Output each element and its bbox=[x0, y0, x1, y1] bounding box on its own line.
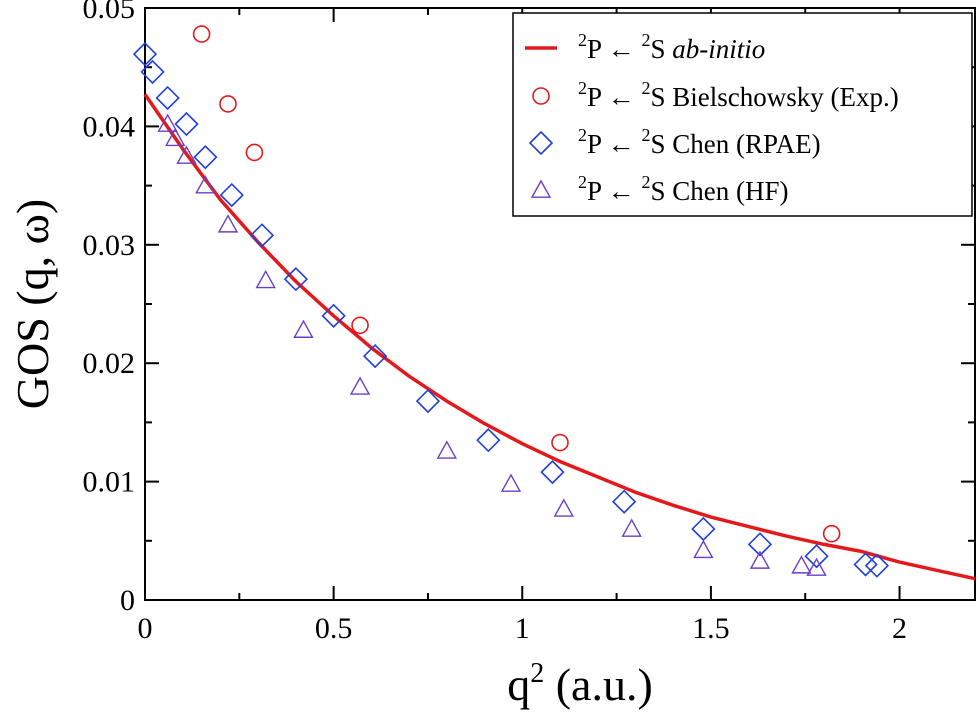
data-point-diamond bbox=[415, 388, 441, 414]
x-axis-title: q2 (a.u.) bbox=[507, 658, 653, 710]
data-point-diamond bbox=[283, 267, 309, 292]
data-point-triangle bbox=[195, 175, 216, 194]
data-point-diamond bbox=[174, 111, 199, 137]
data-point-triangle bbox=[553, 498, 574, 517]
data-point-triangle bbox=[500, 473, 522, 492]
data-point-diamond bbox=[864, 553, 890, 578]
y-tick-label: 0.04 bbox=[83, 110, 136, 143]
data-point-circle bbox=[351, 316, 369, 335]
y-axis-title: GOS (q, ω) bbox=[7, 199, 58, 409]
data-point-triangle bbox=[164, 127, 186, 147]
data-point-diamond bbox=[155, 85, 180, 111]
legend-entry-1: 2P ← 2S Bielschowsky (Exp.) bbox=[578, 78, 899, 112]
data-point-triangle bbox=[621, 518, 642, 537]
data-point-triangle bbox=[157, 113, 178, 132]
data-point-diamond bbox=[132, 42, 158, 67]
data-point-triangle bbox=[791, 555, 812, 574]
x-tick-label: 0.5 bbox=[315, 612, 353, 645]
data-point-diamond bbox=[612, 489, 637, 514]
x-tick-label: 0 bbox=[138, 612, 153, 645]
data-point-triangle bbox=[436, 440, 458, 459]
legend-swatch-diamond bbox=[528, 130, 554, 156]
data-point-triangle bbox=[749, 550, 771, 569]
data-point-diamond bbox=[193, 145, 218, 170]
legend-entry-0: 2P ← 2S ab-initio bbox=[578, 30, 765, 64]
data-point-diamond bbox=[747, 532, 773, 557]
x-tick-label: 1.5 bbox=[692, 612, 730, 645]
data-point-triangle bbox=[806, 557, 827, 576]
data-point-diamond bbox=[321, 303, 346, 328]
data-point-triangle bbox=[176, 145, 197, 164]
data-point-diamond bbox=[476, 428, 501, 453]
data-point-circle bbox=[219, 95, 237, 113]
data-point-diamond bbox=[140, 59, 165, 85]
data-point-circle bbox=[551, 433, 569, 452]
data-point-circle bbox=[192, 25, 211, 43]
legend-swatch-circle bbox=[532, 87, 550, 105]
data-point-circle bbox=[245, 143, 264, 162]
y-tick-label: 0 bbox=[120, 584, 135, 617]
legend: 2P ← 2S ab-initio 2P ← 2S Bielschowsky (E… bbox=[512, 12, 973, 217]
data-point-triangle bbox=[255, 269, 276, 289]
data-point-triangle bbox=[293, 319, 314, 338]
data-point-diamond bbox=[540, 459, 565, 485]
legend-swatch-triangle bbox=[530, 179, 552, 198]
data-point-circle bbox=[822, 524, 841, 543]
plot-data bbox=[132, 25, 976, 581]
data-point-diamond bbox=[249, 223, 275, 248]
axes: 0 0.5 1 1.5 2 0 0.01 0.02 0.03 0.04 0.05 bbox=[83, 0, 976, 645]
data-point-diamond bbox=[363, 343, 388, 369]
y-tick-label: 0.01 bbox=[83, 466, 136, 499]
data-point-diamond bbox=[219, 182, 244, 208]
legend-box bbox=[512, 12, 973, 217]
y-tick-label: 0.05 bbox=[83, 0, 136, 25]
data-point-triangle bbox=[217, 214, 239, 233]
legend-entry-2: 2P ← 2S Chen (RPAE) bbox=[578, 125, 821, 159]
axis-titles: q2 (a.u.) GOS (q, ω) bbox=[7, 199, 653, 710]
data-point-triangle bbox=[693, 539, 714, 559]
data-point-triangle bbox=[349, 376, 371, 395]
y-tick-label: 0.03 bbox=[83, 229, 136, 262]
y-tick-label: 0.02 bbox=[83, 347, 136, 380]
data-point-diamond bbox=[804, 544, 829, 569]
x-tick-label: 1 bbox=[515, 612, 530, 645]
series-line-abinitio bbox=[143, 93, 976, 581]
x-tick-label: 2 bbox=[892, 612, 907, 645]
data-point-diamond bbox=[853, 552, 878, 577]
legend-entry-3: 2P ← 2S Chen (HF) bbox=[578, 172, 789, 206]
